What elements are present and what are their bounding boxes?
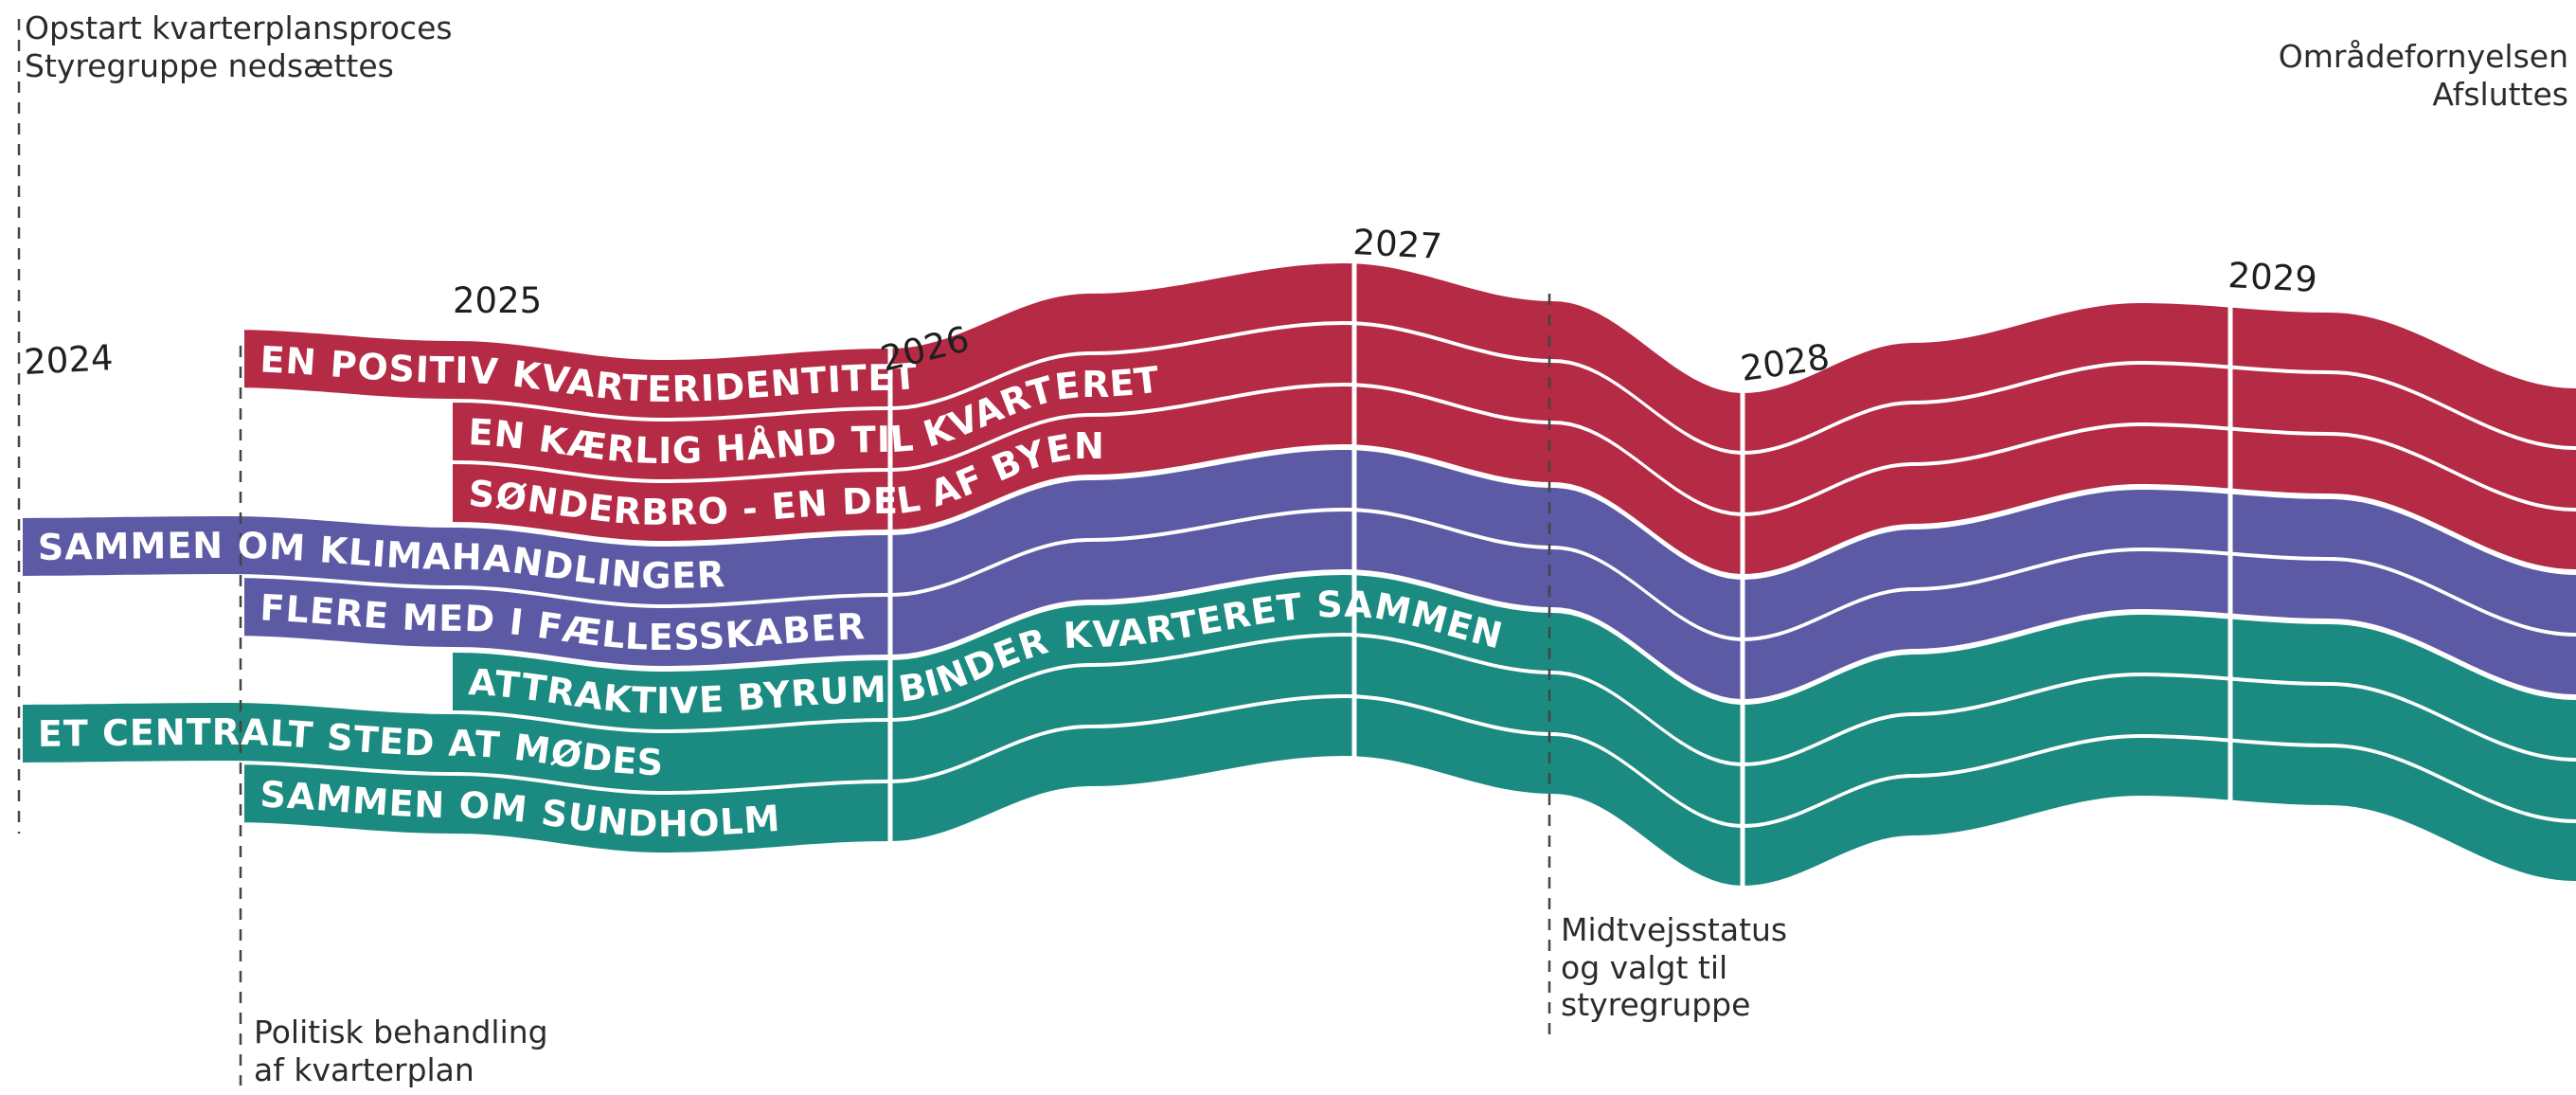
theme-band-1 bbox=[244, 263, 2576, 451]
year-dividers bbox=[887, 261, 2233, 888]
milestone-midway-note: Midtvejsstatus og valgt til styregruppe bbox=[1561, 911, 1787, 1024]
milestone-midway-line1: Midtvejsstatus bbox=[1561, 911, 1788, 948]
year-label-2029: 2029 bbox=[2227, 255, 2318, 300]
theme-band-2 bbox=[453, 325, 2576, 512]
theme-band-8 bbox=[244, 698, 2576, 886]
milestone-lines bbox=[17, 19, 1551, 1086]
theme-band-4 bbox=[23, 450, 2576, 637]
milestone-start-line1: Opstart kvarterplansproces bbox=[25, 9, 453, 46]
milestone-end-line1: Områdefornyelsen bbox=[2278, 38, 2568, 75]
theme-band-3 bbox=[453, 386, 2576, 574]
year-label-2027: 2027 bbox=[1352, 222, 1443, 267]
milestone-start-note: Opstart kvarterplansproces Styregruppe n… bbox=[25, 9, 453, 84]
milestone-political-line2: af kvarterplan bbox=[254, 1050, 474, 1088]
milestone-end-line2: Afsluttes bbox=[2432, 75, 2568, 113]
theme-band-7 bbox=[23, 637, 2576, 824]
theme-band-5 bbox=[244, 512, 2576, 699]
theme-band-6 bbox=[453, 575, 2576, 763]
milestone-political-note: Politisk behandling af kvarterplan bbox=[254, 1014, 548, 1088]
milestone-end-note: Områdefornyelsen Afsluttes bbox=[2279, 38, 2568, 113]
milestone-start-line2: Styregruppe nedsættes bbox=[25, 46, 394, 84]
milestone-midway-line2: og valgt til bbox=[1561, 948, 1728, 986]
milestone-midway-line3: styregruppe bbox=[1561, 986, 1751, 1024]
theme-label-1: EN POSITIV KVARTERIDENTITET bbox=[259, 338, 920, 410]
year-label-2024: 2024 bbox=[23, 337, 114, 383]
milestone-political-line1: Politisk behandling bbox=[254, 1014, 548, 1050]
theme-bands bbox=[23, 263, 2576, 886]
year-label-2025: 2025 bbox=[453, 280, 542, 321]
